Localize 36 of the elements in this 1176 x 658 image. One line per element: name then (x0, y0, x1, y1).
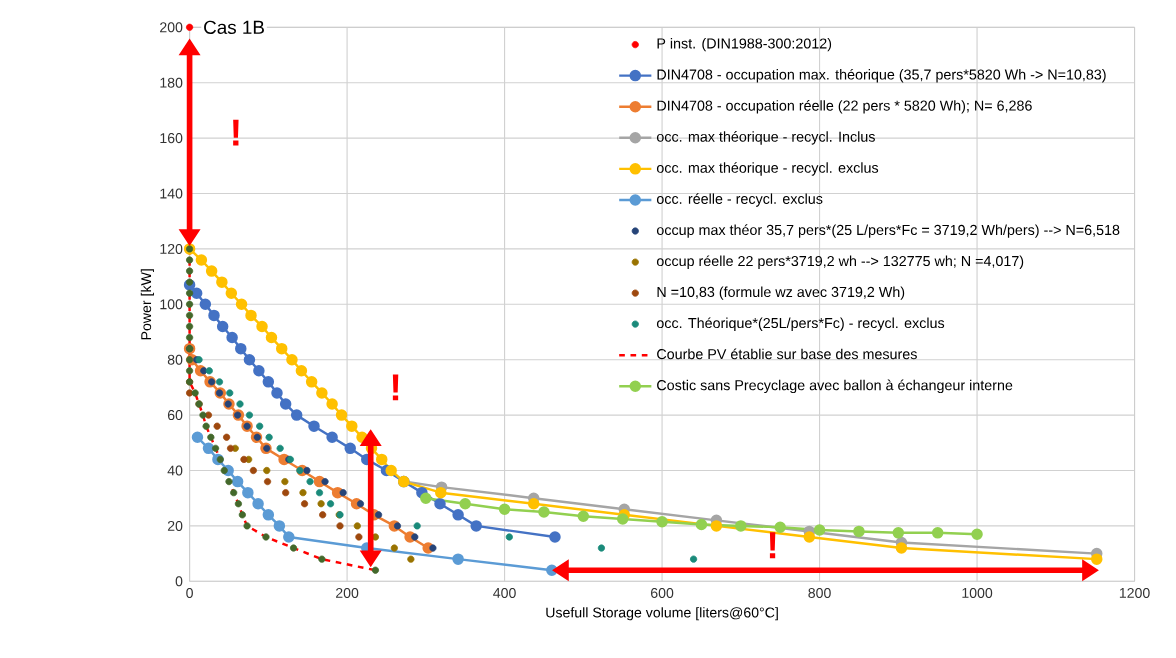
x-tick-label: 1200 (1119, 588, 1150, 599)
y-tick-label: 140 (160, 188, 183, 199)
legend-label: occ. max théorique - recycl. exclus (656, 162, 879, 176)
legend-label: DIN4708 - occupation max. théorique (35,7 pers*5820 Wh -> N=10,83) (657, 69, 1106, 83)
x-tick-label: 800 (808, 588, 831, 599)
y-tick-label: 80 (167, 354, 183, 365)
legend-label: N =10,83 (formule wz avec 3719,2 Wh) (657, 286, 905, 301)
y-axis-title: Power [kW] (140, 269, 154, 340)
legend-label: occ. Théorique*(25L/pers*Fc) - recycl. exclus (656, 317, 945, 332)
annotation: ! (233, 119, 239, 146)
y-tick-label: 20 (167, 521, 183, 532)
y-tick-label: 40 (167, 465, 183, 476)
legend-label: Costic sans Precyclage avec ballon à échangeur interne (657, 379, 1013, 394)
legend-label: occ. réelle - recycl. exclus (656, 193, 823, 207)
legend-label: occup réelle 22 pers*3719,2 wh --> 132775 wh; N =4,017) (656, 255, 1024, 270)
x-tick-label: 200 (336, 588, 359, 599)
x-tick-label: 1000 (962, 588, 993, 599)
x-tick-label: 600 (650, 588, 674, 599)
annotation: ! (769, 532, 776, 559)
legend-label: occ. max théorique - recycl. Inclus (656, 131, 875, 145)
legend-label: occup max théor 35,7 pers*(25 L/pers*Fc = 3719,2 Wh/pers) --> N=6,518 (656, 224, 1120, 239)
x-tick-label: 400 (493, 588, 516, 599)
y-tick-label: 100 (160, 299, 183, 310)
x-tick-label: 0 (186, 588, 193, 599)
annotation: ! (392, 374, 399, 401)
y-tick-label: 200 (160, 22, 183, 33)
annotation: Cas 1B (204, 20, 264, 35)
y-tick-label: 120 (160, 244, 183, 255)
y-tick-label: 180 (160, 77, 183, 88)
y-tick-label: 160 (160, 133, 183, 144)
legend-label: Courbe PV établie sur base des mesures (657, 348, 917, 360)
y-tick-label: 60 (167, 410, 183, 421)
legend-label: P inst. (DIN1988-300:2012) (657, 38, 832, 52)
x-axis-title: Usefull Storage volume [liters@60°C] (546, 607, 778, 621)
y-tick-label: 0 (175, 576, 183, 587)
legend-label: DIN4708 - occupation réelle (22 pers * 5820 Wh); N= 6,286 (657, 100, 1032, 114)
